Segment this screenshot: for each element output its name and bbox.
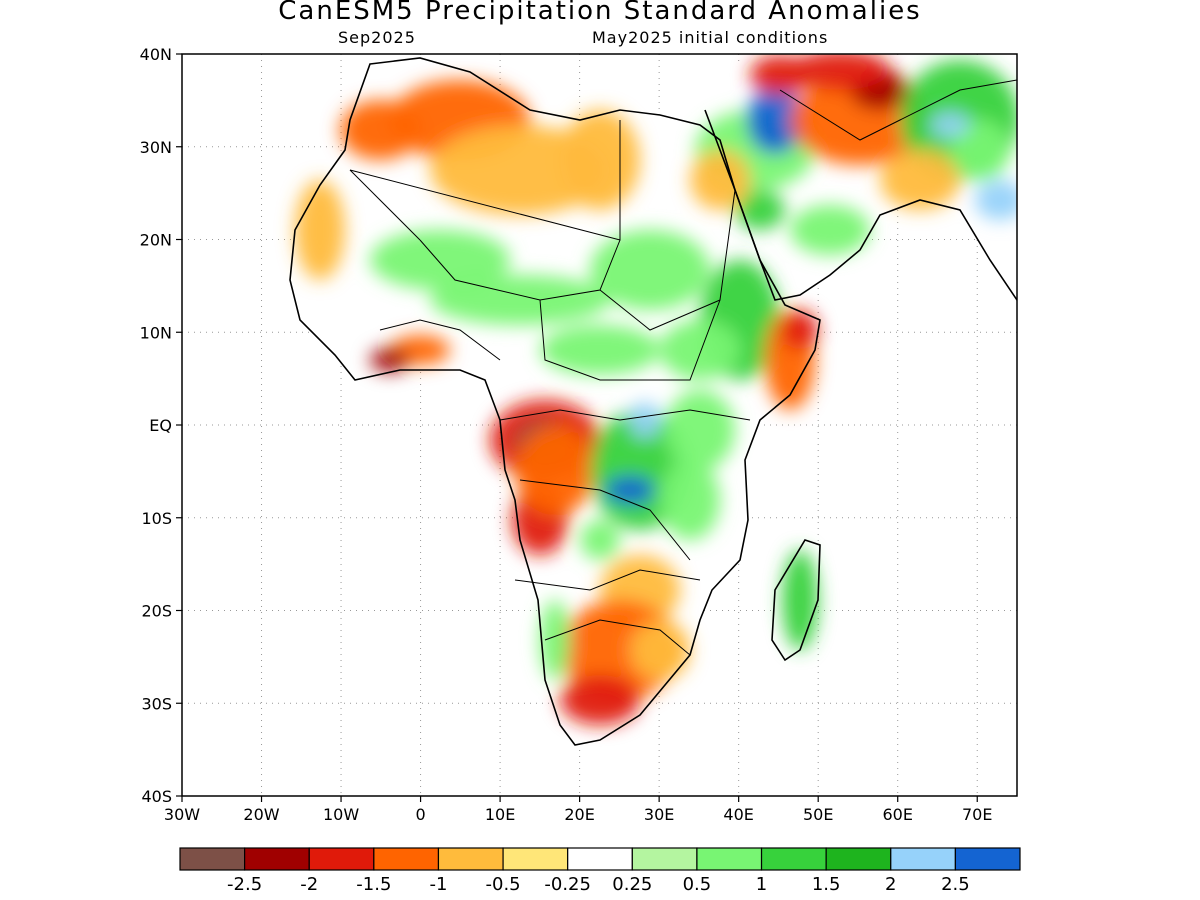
lat-tick-label: 10S	[141, 509, 172, 528]
colorbar-swatch	[437, 847, 504, 871]
colorbar-label: -0.25	[544, 874, 591, 895]
anomaly-region	[665, 390, 735, 470]
colorbar-label: -1.5	[356, 874, 391, 895]
lat-tick-label: 30N	[140, 138, 172, 157]
lon-tick-label: 20E	[564, 805, 594, 824]
lat-tick-label: 30S	[141, 694, 172, 713]
colorbar-swatch	[567, 847, 633, 871]
lon-tick-label: 70E	[962, 805, 992, 824]
lon-tick-label: 10W	[323, 805, 359, 824]
lon-tick-label: 10E	[485, 805, 515, 824]
anomaly-region	[370, 348, 410, 372]
colorbar-swatch	[760, 847, 827, 871]
anomaly-region	[560, 675, 640, 725]
anomaly-region	[782, 310, 818, 350]
anomaly-region	[580, 520, 620, 560]
colorbar-label: 1.5	[812, 874, 841, 895]
colorbar-swatch	[825, 847, 892, 871]
colorbar-swatch	[631, 847, 698, 871]
anomaly-region	[660, 460, 720, 540]
lon-tick-label: 0	[415, 805, 425, 824]
colorbar: -2.5 -2 -1.5 -1 -0.5 -0.25 0.25 0.5 1 1.5 2 2.5	[179, 847, 1021, 895]
anomaly-region	[605, 476, 655, 504]
anomaly-region	[630, 620, 690, 680]
colorbar-swatch	[696, 847, 763, 871]
anomaly-region	[295, 180, 345, 280]
anomaly-region	[340, 100, 420, 160]
anomaly-region	[790, 54, 890, 90]
anomaly-region	[630, 402, 660, 438]
lon-tick-label: 50E	[803, 805, 833, 824]
lon-tick-label: 30W	[164, 805, 200, 824]
colorbar-label: 2.5	[941, 874, 970, 895]
lat-tick-label: EQ	[149, 416, 172, 435]
anomaly-region	[747, 86, 803, 154]
madagascar-coastline	[771, 539, 821, 662]
anomaly-region	[790, 205, 870, 255]
anomaly-region	[660, 320, 740, 380]
lon-tick-label: 30E	[644, 805, 674, 824]
anomaly-region	[930, 113, 970, 137]
lon-tick-label: 60E	[882, 805, 912, 824]
target-month: Sep2025	[338, 28, 416, 47]
anomaly-region	[560, 110, 640, 210]
colorbar-label: -1	[429, 874, 447, 895]
lat-tick-label: 20N	[140, 231, 172, 250]
colorbar-swatch	[890, 847, 956, 871]
colorbar-label: 0.25	[612, 874, 652, 895]
anomaly-region	[590, 230, 710, 310]
anomaly-region	[540, 600, 570, 680]
anomaly-region	[950, 120, 1010, 180]
anomaly-region	[975, 180, 1017, 220]
africa-coastline	[289, 57, 821, 746]
colorbar-swatch	[373, 847, 440, 871]
lon-tick-label: 40E	[723, 805, 753, 824]
colorbar-swatch	[308, 847, 375, 871]
colorbar-label: 0.5	[683, 874, 712, 895]
colorbar-label: -2.5	[227, 874, 262, 895]
colorbar-label: 1	[756, 874, 767, 895]
colorbar-swatch	[954, 847, 1021, 871]
country-borders	[349, 79, 1017, 656]
colorbar-label: -2	[300, 874, 318, 895]
anomaly-region	[750, 55, 810, 95]
colorbar-swatch	[244, 847, 310, 871]
colorbar-label: 2	[885, 874, 896, 895]
map-title: CanESM5 Precipitation Standard Anomalies	[278, 0, 922, 26]
anomaly-region	[880, 150, 960, 210]
arabia-coastline	[704, 109, 1017, 301]
initial-conditions: May2025 initial conditions	[592, 28, 829, 47]
anomaly-region	[735, 190, 785, 230]
anomaly-region	[370, 230, 510, 290]
colorbar-swatch	[179, 847, 246, 871]
colorbar-label: -0.5	[486, 874, 521, 895]
anomaly-region	[540, 325, 660, 375]
lat-tick-label: 40N	[140, 45, 172, 64]
anomaly-region	[782, 550, 818, 650]
colorbar-swatch	[502, 847, 569, 871]
lat-tick-label: 20S	[141, 602, 172, 621]
anomaly-region	[430, 275, 610, 325]
lat-tick-label: 40S	[141, 787, 172, 806]
lat-tick-label: 10N	[140, 323, 172, 342]
lon-tick-label: 20W	[243, 805, 279, 824]
anomaly-region	[690, 150, 750, 210]
anomaly-region	[515, 425, 595, 515]
